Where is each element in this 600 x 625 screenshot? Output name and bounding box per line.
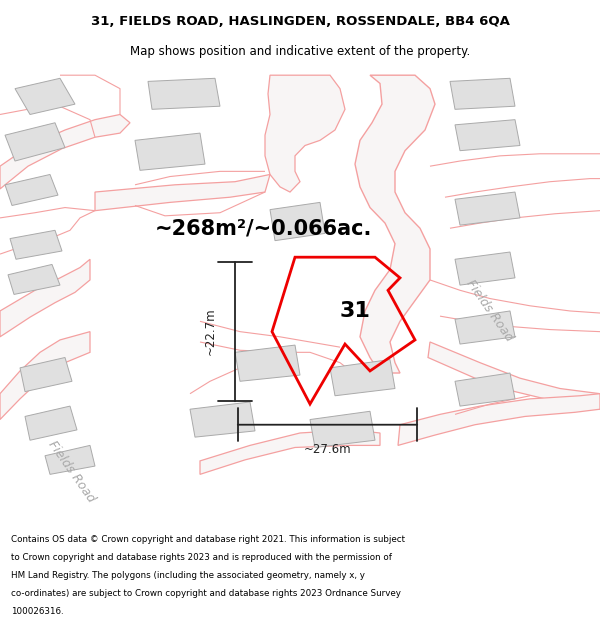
Text: 100026316.: 100026316. bbox=[11, 607, 64, 616]
Text: Fields Road: Fields Road bbox=[464, 278, 516, 344]
Text: Fields Road: Fields Road bbox=[46, 438, 98, 504]
Polygon shape bbox=[15, 78, 75, 114]
Text: HM Land Registry. The polygons (including the associated geometry, namely x, y: HM Land Registry. The polygons (includin… bbox=[11, 571, 365, 580]
Polygon shape bbox=[190, 402, 255, 437]
Polygon shape bbox=[5, 122, 65, 161]
Polygon shape bbox=[455, 373, 515, 406]
Polygon shape bbox=[0, 259, 90, 337]
Polygon shape bbox=[45, 446, 95, 474]
Polygon shape bbox=[398, 394, 600, 446]
Text: ~27.6m: ~27.6m bbox=[304, 443, 352, 456]
Text: Contains OS data © Crown copyright and database right 2021. This information is : Contains OS data © Crown copyright and d… bbox=[11, 535, 405, 544]
Polygon shape bbox=[265, 75, 345, 192]
Polygon shape bbox=[25, 406, 77, 440]
Polygon shape bbox=[235, 345, 300, 381]
Polygon shape bbox=[450, 78, 515, 109]
Polygon shape bbox=[135, 133, 205, 171]
Polygon shape bbox=[148, 78, 220, 109]
Polygon shape bbox=[330, 359, 395, 396]
Polygon shape bbox=[0, 332, 90, 419]
Polygon shape bbox=[200, 430, 380, 474]
Polygon shape bbox=[455, 252, 515, 285]
Text: to Crown copyright and database rights 2023 and is reproduced with the permissio: to Crown copyright and database rights 2… bbox=[11, 553, 392, 562]
Polygon shape bbox=[455, 311, 515, 344]
Polygon shape bbox=[455, 119, 520, 151]
Polygon shape bbox=[270, 202, 325, 241]
Text: 31: 31 bbox=[340, 301, 370, 321]
Text: co-ordinates) are subject to Crown copyright and database rights 2023 Ordnance S: co-ordinates) are subject to Crown copyr… bbox=[11, 589, 401, 598]
Text: Map shows position and indicative extent of the property.: Map shows position and indicative extent… bbox=[130, 46, 470, 58]
Polygon shape bbox=[8, 264, 60, 294]
Polygon shape bbox=[355, 75, 435, 373]
Polygon shape bbox=[5, 174, 58, 206]
Polygon shape bbox=[310, 411, 375, 447]
Text: ~268m²/~0.066ac.: ~268m²/~0.066ac. bbox=[155, 218, 373, 238]
Polygon shape bbox=[10, 230, 62, 259]
Text: ~22.7m: ~22.7m bbox=[204, 308, 217, 356]
Polygon shape bbox=[20, 357, 72, 392]
Polygon shape bbox=[0, 114, 130, 189]
Text: 31, FIELDS ROAD, HASLINGDEN, ROSSENDALE, BB4 6QA: 31, FIELDS ROAD, HASLINGDEN, ROSSENDALE,… bbox=[91, 14, 509, 28]
Polygon shape bbox=[455, 192, 520, 225]
Polygon shape bbox=[428, 342, 600, 409]
Polygon shape bbox=[95, 174, 270, 211]
